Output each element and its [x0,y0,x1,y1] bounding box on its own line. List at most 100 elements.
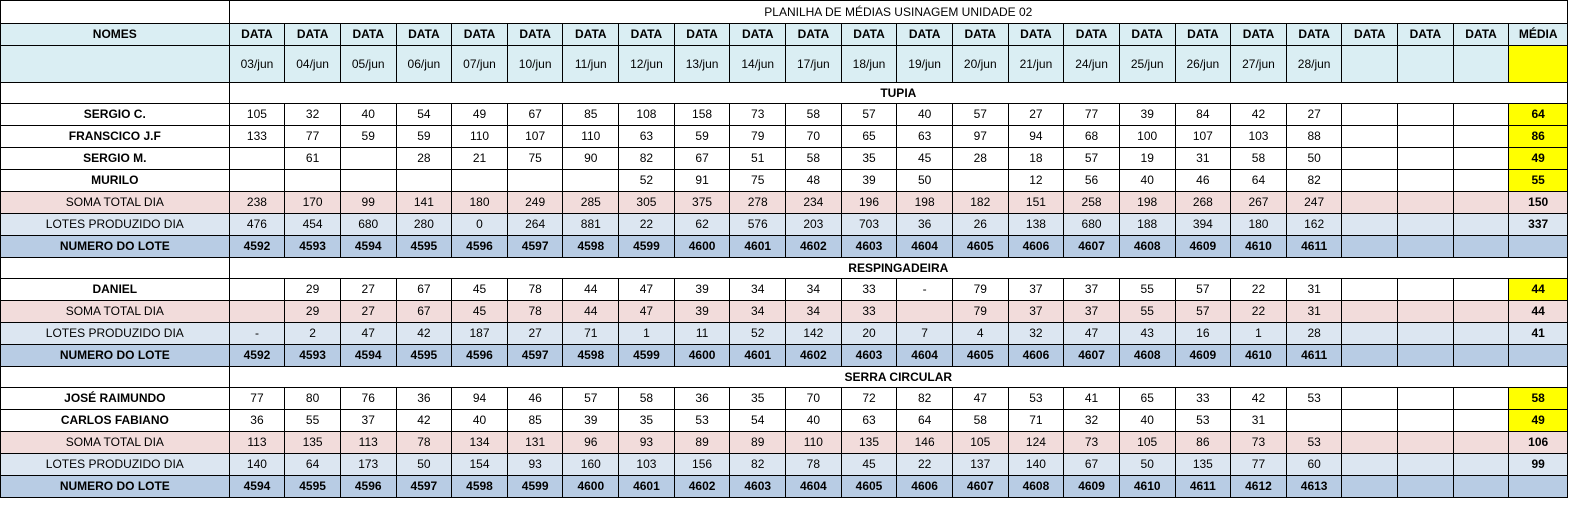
value-cell[interactable] [1397,431,1454,454]
value-cell[interactable]: 89 [673,431,731,454]
value-cell[interactable] [1341,235,1399,258]
row-label-cell[interactable]: SOMA TOTAL DIA [0,431,230,454]
value-cell[interactable]: 28 [395,147,453,170]
value-cell[interactable]: 78 [785,453,842,476]
value-cell[interactable]: 58 [785,147,842,170]
value-cell[interactable]: 82 [618,147,675,170]
value-cell[interactable]: 41 [1063,387,1120,410]
day-header-cell[interactable]: DATA [228,23,286,46]
value-cell[interactable]: 12 [1007,169,1065,192]
row-label-cell[interactable]: SERGIO C. [0,103,230,126]
value-cell[interactable]: 32 [284,103,341,126]
value-cell[interactable]: 50 [1118,453,1176,476]
value-cell[interactable]: 47 [618,300,675,323]
value-cell[interactable] [451,169,508,192]
value-cell[interactable]: 40 [1118,169,1176,192]
value-cell[interactable]: 90 [562,147,620,170]
date-cell[interactable]: 05/jun [339,45,397,83]
value-cell[interactable] [1341,475,1399,498]
value-cell[interactable] [1397,344,1454,367]
value-cell[interactable]: 142 [785,322,842,345]
value-cell[interactable]: 37 [1007,300,1065,323]
average-cell[interactable]: 58 [1508,387,1568,410]
value-cell[interactable]: 140 [228,453,286,476]
day-header-cell[interactable]: DATA [1285,23,1343,46]
date-cell[interactable] [1341,45,1399,83]
value-cell[interactable]: 4599 [618,344,675,367]
value-cell[interactable]: 68 [1063,125,1120,148]
value-cell[interactable]: 4602 [785,344,842,367]
value-cell[interactable]: 27 [1285,103,1343,126]
value-cell[interactable] [1452,191,1510,214]
value-cell[interactable]: 103 [1230,125,1287,148]
value-cell[interactable]: 4611 [1174,475,1232,498]
value-cell[interactable]: 576 [729,213,787,236]
average-cell[interactable]: 44 [1508,278,1568,301]
value-cell[interactable]: 50 [395,453,453,476]
value-cell[interactable]: 57 [562,387,620,410]
value-cell[interactable]: 63 [896,125,953,148]
value-cell[interactable]: 31 [1285,300,1343,323]
value-cell[interactable]: 36 [395,387,453,410]
value-cell[interactable]: 45 [840,453,898,476]
value-cell[interactable]: 58 [1230,147,1287,170]
date-cell[interactable]: 06/jun [395,45,453,83]
value-cell[interactable]: 82 [1285,169,1343,192]
value-cell[interactable]: 88 [1285,125,1343,148]
value-cell[interactable]: 4610 [1118,475,1176,498]
value-cell[interactable]: 77 [284,125,341,148]
value-cell[interactable]: 11 [673,322,731,345]
value-cell[interactable]: 59 [395,125,453,148]
value-cell[interactable]: 135 [284,431,341,454]
value-cell[interactable]: 53 [1174,409,1232,432]
value-cell[interactable]: 249 [506,191,564,214]
value-cell[interactable]: 59 [339,125,397,148]
value-cell[interactable]: 134 [451,431,508,454]
value-cell[interactable]: 4608 [1007,475,1065,498]
value-cell[interactable]: 4593 [284,344,341,367]
day-header-cell[interactable]: DATA [618,23,675,46]
value-cell[interactable]: 4595 [395,235,453,258]
value-cell[interactable]: 73 [1063,431,1120,454]
day-header-cell[interactable]: DATA [562,23,620,46]
value-cell[interactable]: 2 [284,322,341,345]
average-cell[interactable]: 64 [1508,103,1568,126]
value-cell[interactable]: 94 [451,387,508,410]
value-cell[interactable] [1341,409,1399,432]
value-cell[interactable]: 247 [1285,191,1343,214]
value-cell[interactable]: 4595 [284,475,341,498]
value-cell[interactable]: 27 [506,322,564,345]
row-label-cell[interactable]: FRANSCICO J.F [0,125,230,148]
value-cell[interactable] [951,169,1009,192]
value-cell[interactable]: 4 [951,322,1009,345]
average-header[interactable]: MÉDIA [1508,23,1568,46]
value-cell[interactable]: 881 [562,213,620,236]
row-label-cell[interactable]: SERGIO M. [0,147,230,170]
value-cell[interactable]: 170 [284,191,341,214]
value-cell[interactable]: 105 [1118,431,1176,454]
value-cell[interactable]: 4594 [339,235,397,258]
value-cell[interactable]: 77 [1063,103,1120,126]
row-label-cell[interactable]: DANIEL [0,278,230,301]
date-cell[interactable] [1452,45,1510,83]
value-cell[interactable]: 4598 [562,235,620,258]
value-cell[interactable]: 196 [840,191,898,214]
value-cell[interactable] [1341,278,1399,301]
value-cell[interactable]: 4612 [1230,475,1287,498]
value-cell[interactable]: 33 [840,278,898,301]
value-cell[interactable]: 4592 [228,344,286,367]
value-cell[interactable]: 77 [228,387,286,410]
row-label-cell[interactable]: LOTES PRODUZIDO DIA [0,322,230,345]
value-cell[interactable]: 84 [1174,103,1232,126]
value-cell[interactable]: 160 [562,453,620,476]
value-cell[interactable]: 4602 [673,475,731,498]
value-cell[interactable] [1397,147,1454,170]
value-cell[interactable]: 4594 [228,475,286,498]
value-cell[interactable]: 4609 [1063,475,1120,498]
value-cell[interactable]: 4605 [840,475,898,498]
value-cell[interactable] [1452,344,1510,367]
value-cell[interactable]: 234 [785,191,842,214]
value-cell[interactable]: 4611 [1285,344,1343,367]
day-header-cell[interactable]: DATA [1452,23,1510,46]
value-cell[interactable]: 21 [451,147,508,170]
